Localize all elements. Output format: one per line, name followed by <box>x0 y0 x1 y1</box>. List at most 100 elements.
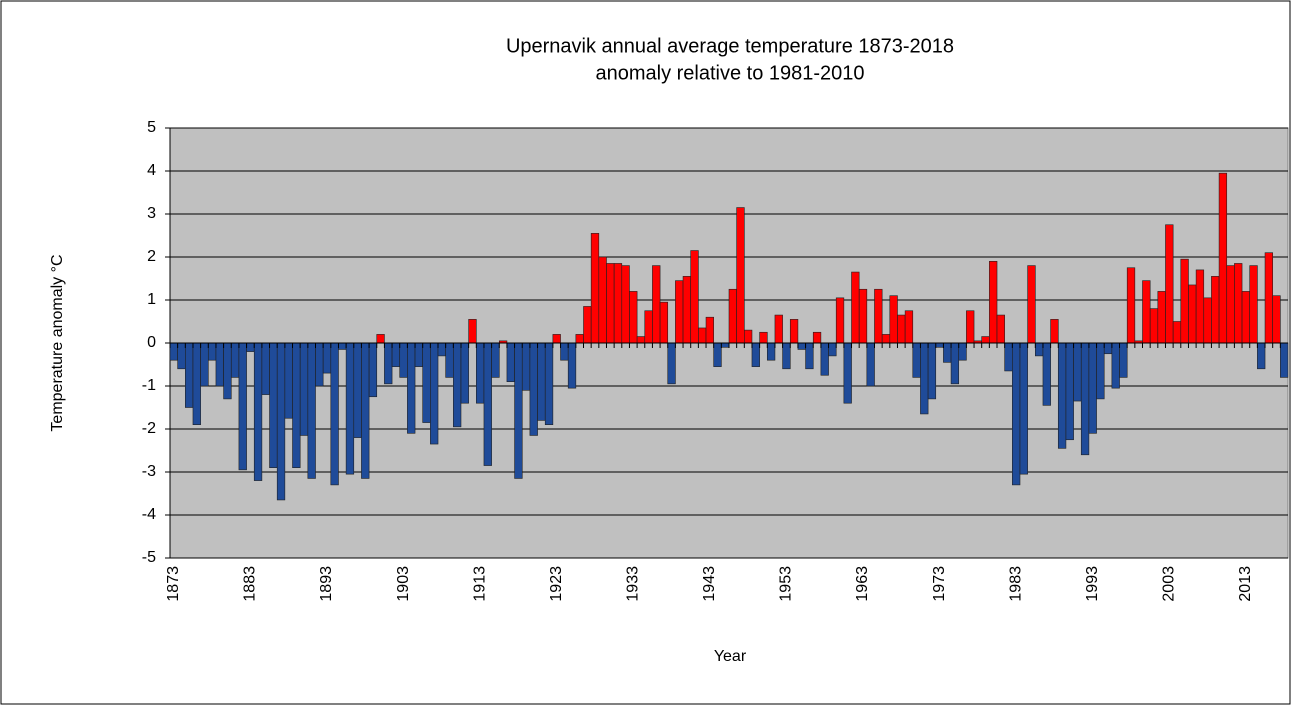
bar <box>414 342 423 367</box>
bar <box>1057 342 1067 449</box>
bar <box>215 342 224 387</box>
bar <box>606 263 615 344</box>
x-tick-label: 1993 <box>1084 566 1101 602</box>
bar <box>1073 342 1082 402</box>
bar <box>966 310 975 344</box>
bar <box>1280 342 1289 378</box>
bar <box>1103 342 1113 355</box>
bar <box>774 314 783 344</box>
bar <box>912 342 921 378</box>
bar <box>529 342 538 436</box>
x-tick-label: 1963 <box>854 566 871 602</box>
x-tick-label: 2003 <box>1161 566 1178 602</box>
bar <box>981 336 990 344</box>
bar <box>292 342 301 468</box>
bar <box>575 334 584 344</box>
y-tick-label: -2 <box>142 420 156 437</box>
bar <box>1226 265 1235 344</box>
x-tick-label: 1893 <box>318 566 335 602</box>
bar <box>713 342 722 367</box>
bar <box>1080 342 1090 456</box>
bar <box>858 288 868 344</box>
bar <box>483 342 492 466</box>
bar <box>1065 342 1074 441</box>
bar <box>897 314 906 344</box>
bar <box>927 342 937 400</box>
bar <box>751 342 760 367</box>
bar <box>659 301 669 344</box>
x-axis-label: Year <box>714 648 747 665</box>
bar <box>744 329 753 344</box>
bar <box>920 342 929 415</box>
bar <box>445 342 454 378</box>
bar <box>368 342 378 398</box>
bar <box>797 342 806 350</box>
bar <box>598 256 607 344</box>
y-tick-label: -4 <box>142 506 156 523</box>
bar <box>1188 284 1197 344</box>
bar <box>1142 280 1151 344</box>
x-tick-label: 1883 <box>242 566 259 602</box>
bar <box>376 334 385 344</box>
bar <box>552 334 561 344</box>
bar <box>1241 291 1251 344</box>
bar <box>537 342 546 421</box>
bar <box>621 265 630 344</box>
bar <box>399 342 408 378</box>
x-tick-label: 2013 <box>1237 566 1254 602</box>
bar <box>521 342 531 391</box>
y-tick-label: 5 <box>147 119 156 136</box>
bar <box>1249 265 1258 344</box>
bar <box>261 342 270 395</box>
x-tick-label: 1903 <box>395 566 412 602</box>
bar <box>338 342 347 350</box>
bar <box>583 306 592 344</box>
bar <box>728 288 737 344</box>
bar <box>759 331 768 344</box>
bar <box>996 314 1005 344</box>
bar <box>675 280 684 344</box>
bar <box>460 342 469 404</box>
bar <box>782 342 791 370</box>
bar <box>1195 269 1205 344</box>
x-tick-label: 1923 <box>548 566 565 602</box>
bar <box>766 342 776 361</box>
bar <box>1211 276 1220 344</box>
x-tick-label: 1943 <box>701 566 718 602</box>
bar <box>506 342 515 383</box>
bar <box>690 250 699 344</box>
bar <box>422 342 431 423</box>
bar <box>468 319 477 344</box>
bar <box>192 342 201 425</box>
bar <box>652 265 661 344</box>
bar <box>322 342 332 374</box>
bar <box>874 288 883 344</box>
bar <box>1088 342 1097 434</box>
y-tick-label: -3 <box>142 463 156 480</box>
bar <box>307 342 316 479</box>
bar <box>1012 342 1021 486</box>
x-tick-label: 1973 <box>931 566 948 602</box>
bar <box>736 207 745 344</box>
chart-title: Upernavik annual average temperature 187… <box>506 35 954 57</box>
bar <box>238 342 247 471</box>
x-tick-label: 1953 <box>778 566 795 602</box>
bar <box>353 342 362 438</box>
bar <box>560 342 569 361</box>
bar <box>384 342 393 385</box>
bar <box>828 342 837 357</box>
bar <box>407 342 416 434</box>
bar <box>904 310 914 344</box>
y-tick-label: -5 <box>142 549 156 566</box>
bar <box>843 342 852 404</box>
y-axis-label: Temperature anomaly °C <box>49 254 66 431</box>
x-tick-label: 1933 <box>624 566 641 602</box>
bar <box>950 342 960 385</box>
bar <box>866 342 875 387</box>
bar <box>345 342 355 475</box>
x-tick-label: 1913 <box>471 566 488 602</box>
bar <box>1119 342 1128 378</box>
bar <box>667 342 676 385</box>
bar <box>230 342 240 378</box>
